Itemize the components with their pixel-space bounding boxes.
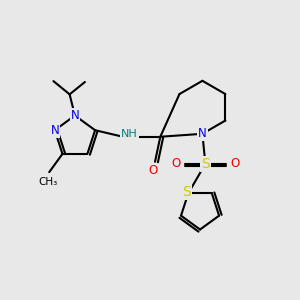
Text: N: N xyxy=(198,127,207,140)
Text: S: S xyxy=(201,157,210,171)
Text: N: N xyxy=(50,124,59,137)
Text: O: O xyxy=(171,157,181,170)
Text: S: S xyxy=(182,185,191,199)
Text: O: O xyxy=(148,164,157,176)
Text: NH: NH xyxy=(121,129,138,140)
Text: CH₃: CH₃ xyxy=(38,178,57,188)
Text: O: O xyxy=(230,157,239,170)
Text: N: N xyxy=(70,109,79,122)
